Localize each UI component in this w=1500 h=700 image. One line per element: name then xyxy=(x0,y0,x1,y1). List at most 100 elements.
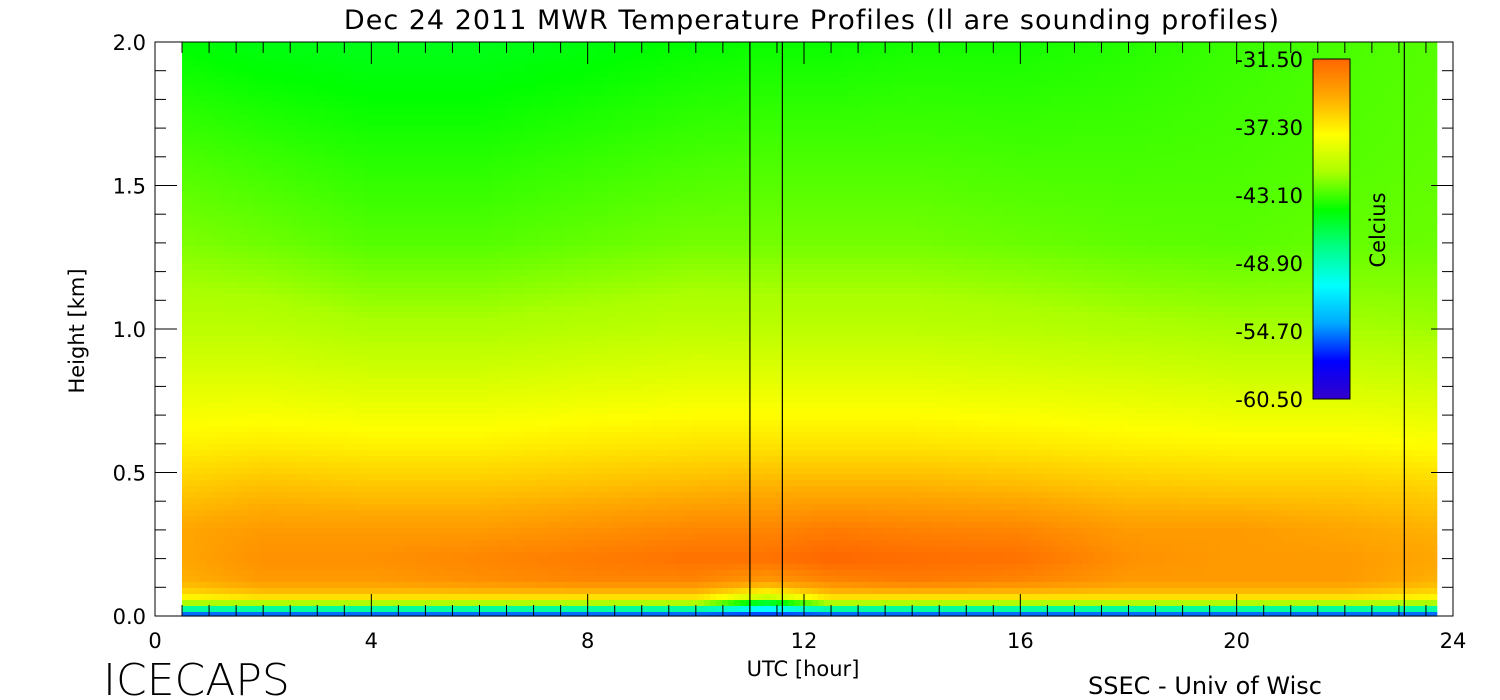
heatmap-cell xyxy=(206,456,213,463)
heatmap-cell xyxy=(410,378,417,385)
heatmap-cell xyxy=(440,462,447,469)
heatmap-cell xyxy=(464,384,471,391)
heatmap-cell xyxy=(404,186,411,193)
heatmap-cell xyxy=(338,606,345,613)
heatmap-cell xyxy=(470,528,477,535)
heatmap-cell xyxy=(206,54,213,61)
heatmap-cell xyxy=(236,372,243,379)
heatmap-cell xyxy=(296,456,303,463)
heatmap-cell xyxy=(206,108,213,115)
heatmap-cell xyxy=(368,72,375,79)
heatmap-cell xyxy=(362,162,369,169)
heatmap-cell xyxy=(188,492,195,499)
heatmap-cell xyxy=(482,582,489,589)
heatmap-cell xyxy=(428,342,435,349)
heatmap-cell xyxy=(356,534,363,541)
heatmap-cell xyxy=(284,468,291,475)
heatmap-cell xyxy=(428,504,435,511)
heatmap-cell xyxy=(308,168,315,175)
heatmap-cell xyxy=(440,126,447,133)
heatmap-cell xyxy=(392,330,399,337)
heatmap-cell xyxy=(476,510,483,517)
heatmap-cell xyxy=(290,192,297,199)
heatmap-cell xyxy=(278,450,285,457)
heatmap-cell xyxy=(284,198,291,205)
heatmap-cell xyxy=(302,390,309,397)
heatmap-cell xyxy=(464,144,471,151)
heatmap-cell xyxy=(392,438,399,445)
heatmap-cell xyxy=(380,174,387,181)
heatmap-cell xyxy=(386,240,393,247)
heatmap-cell xyxy=(434,258,441,265)
heatmap-cell xyxy=(398,594,405,601)
heatmap-cell xyxy=(482,150,489,157)
heatmap-cell xyxy=(410,576,417,583)
heatmap-cell xyxy=(254,504,261,511)
heatmap-cell xyxy=(224,396,231,403)
heatmap-cell xyxy=(428,336,435,343)
heatmap-cell xyxy=(302,222,309,229)
heatmap-cell xyxy=(284,228,291,235)
heatmap-cell xyxy=(242,114,249,121)
heatmap-cell xyxy=(464,198,471,205)
heatmap-cell xyxy=(314,480,321,487)
heatmap-cell xyxy=(182,450,189,457)
heatmap-cell xyxy=(440,186,447,193)
heatmap-cell xyxy=(428,522,435,529)
heatmap-cell xyxy=(254,450,261,457)
heatmap-cell xyxy=(296,594,303,601)
heatmap-cell xyxy=(236,444,243,451)
heatmap-cell xyxy=(260,282,267,289)
heatmap-cell xyxy=(254,168,261,175)
heatmap-cell xyxy=(278,60,285,67)
heatmap-cell xyxy=(404,288,411,295)
heatmap-cell xyxy=(440,90,447,97)
heatmap-cell xyxy=(302,342,309,349)
heatmap-cell xyxy=(314,318,321,325)
heatmap-cell xyxy=(434,492,441,499)
heatmap-cell xyxy=(188,144,195,151)
heatmap-cell xyxy=(458,342,465,349)
heatmap-cell xyxy=(446,456,453,463)
heatmap-cell xyxy=(254,462,261,469)
heatmap-cell xyxy=(182,534,189,541)
heatmap-cell xyxy=(272,510,279,517)
heatmap-cell xyxy=(236,510,243,517)
heatmap-cell xyxy=(302,588,309,595)
heatmap-cell xyxy=(446,246,453,253)
heatmap-cell xyxy=(254,138,261,145)
heatmap-cell xyxy=(260,180,267,187)
heatmap-cell xyxy=(458,480,465,487)
heatmap-cell xyxy=(332,540,339,547)
heatmap-cell xyxy=(302,234,309,241)
heatmap-cell xyxy=(272,186,279,193)
heatmap-cell xyxy=(242,414,249,421)
heatmap-cell xyxy=(320,396,327,403)
heatmap-cell xyxy=(488,450,495,457)
heatmap-cell xyxy=(224,84,231,91)
heatmap-cell xyxy=(410,252,417,259)
heatmap-cell xyxy=(422,450,429,457)
heatmap-cell xyxy=(296,378,303,385)
heatmap-cell xyxy=(350,84,357,91)
heatmap-cell xyxy=(314,234,321,241)
heatmap-cell xyxy=(446,150,453,157)
heatmap-cell xyxy=(194,318,201,325)
heatmap-cell xyxy=(254,606,261,613)
heatmap-cell xyxy=(266,228,273,235)
heatmap-cell xyxy=(482,120,489,127)
heatmap-cell xyxy=(446,402,453,409)
heatmap-cell xyxy=(308,144,315,151)
heatmap-cell xyxy=(272,348,279,355)
heatmap-cell xyxy=(434,150,441,157)
heatmap-cell xyxy=(476,228,483,235)
heatmap-cell xyxy=(356,492,363,499)
heatmap-cell xyxy=(428,108,435,115)
heatmap-cell xyxy=(470,432,477,439)
heatmap-cell xyxy=(356,126,363,133)
heatmap-cell xyxy=(230,540,237,547)
heatmap-cell xyxy=(350,426,357,433)
heatmap-cell xyxy=(386,450,393,457)
heatmap-cell xyxy=(410,96,417,103)
heatmap-cell xyxy=(380,84,387,91)
